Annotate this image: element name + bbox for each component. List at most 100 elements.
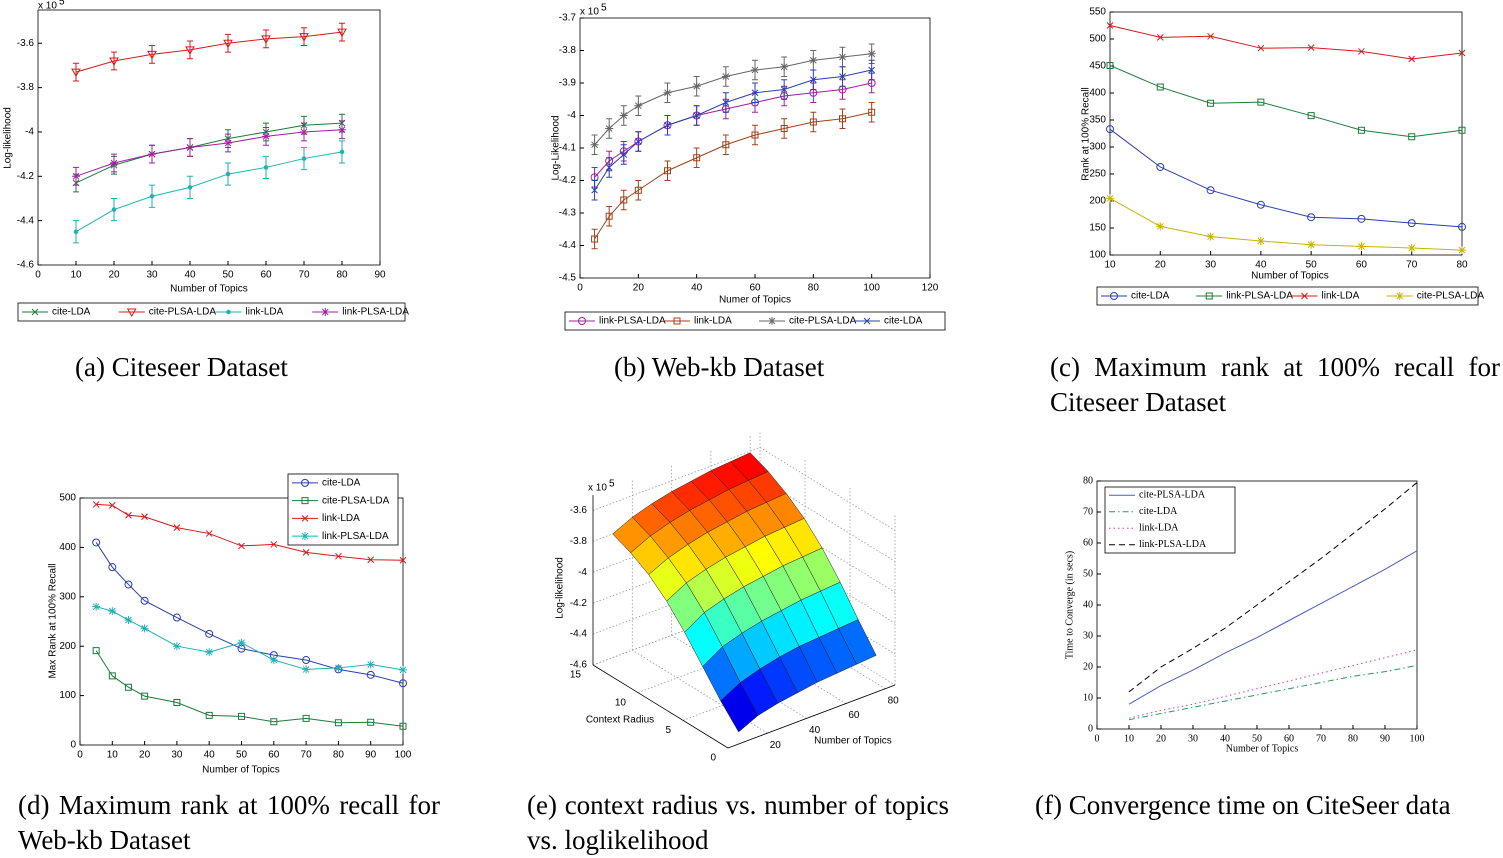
x-tick-label: 100 [1410, 733, 1425, 744]
marker [1357, 126, 1365, 134]
x-tick-label: 60 [260, 270, 272, 281]
marker [140, 596, 149, 605]
marker [1408, 133, 1416, 141]
y-tick-label: 350 [1089, 115, 1106, 126]
error-bar [839, 108, 846, 129]
y-tick-label: 30 [1083, 630, 1093, 641]
y-tick-label: -4.2 [559, 175, 577, 186]
marker [334, 719, 342, 727]
marker [1156, 34, 1164, 41]
x-tick-label: 80 [336, 270, 348, 281]
y-tick-label: 500 [59, 493, 76, 504]
legend-label: link-PLSA-LDA [1226, 291, 1293, 302]
y-tick-label: 60 [1083, 537, 1093, 548]
marker [302, 714, 310, 722]
y-axis [592, 664, 729, 749]
x-tick-label: 30 [1188, 733, 1198, 744]
legend-label: link-PLSA-LDA [342, 307, 409, 318]
error-bar [111, 51, 117, 71]
marker [108, 563, 117, 572]
error-bar [301, 27, 307, 46]
y-tick-label: -4.4 [17, 215, 35, 226]
x-axis [727, 684, 896, 749]
x-axis-title: Number of Topics [1226, 743, 1299, 754]
x-tick-label: 80 [1348, 733, 1358, 744]
marker [693, 112, 701, 119]
x-tick-label: 60 [749, 283, 761, 294]
marker [751, 89, 759, 97]
x-tick-label: 40 [204, 750, 216, 761]
marker [338, 125, 346, 134]
marker [301, 515, 309, 522]
marker [110, 159, 118, 167]
error-bar [263, 29, 269, 49]
marker [721, 72, 730, 81]
error-bar [868, 102, 875, 123]
x-tick-label: 70 [1406, 260, 1418, 271]
y-tick-label: 500 [1089, 34, 1106, 45]
legend-box [17, 302, 406, 322]
y-tick-label: 150 [1089, 223, 1106, 234]
marker [92, 602, 101, 611]
z-tick-label: -4.2 [570, 598, 588, 609]
x-tick-label: 40 [1220, 733, 1230, 744]
legend-label: link-PLSA-LDA [322, 531, 389, 542]
legend-label: link-LDA [694, 316, 732, 327]
marker [1207, 99, 1215, 107]
y-tick-label: 100 [59, 690, 76, 701]
marker [270, 541, 278, 548]
marker [1307, 44, 1315, 51]
marker [111, 207, 117, 212]
marker [149, 193, 155, 199]
legend-label: link-LDA [322, 513, 360, 524]
x-tick-label: 80 [1456, 260, 1468, 271]
error-bar [620, 189, 627, 211]
x-axis-title: Number of Topics [202, 765, 280, 776]
x-tick-label: 120 [922, 283, 939, 294]
marker [751, 66, 759, 74]
y-axis-title: Rank at 100% Recall [1081, 87, 1092, 180]
x-tick-label: 80 [808, 283, 820, 294]
marker [92, 501, 100, 508]
marker [223, 39, 233, 49]
marker [224, 139, 232, 148]
x-tick-label: 50 [236, 750, 248, 761]
z-axis-title: Log-likelihood [555, 557, 566, 619]
z-tick-label: -4 [578, 567, 587, 578]
x-tick-label: 70 [1316, 733, 1326, 744]
legend-label: cite-LDA [322, 478, 361, 489]
error-bar [752, 124, 758, 146]
marker [1156, 162, 1165, 171]
marker [809, 88, 818, 97]
marker [634, 186, 642, 194]
y-tick-label: -4.1 [559, 143, 577, 154]
plot-frame [579, 17, 931, 279]
marker [692, 82, 701, 91]
z-tick-label: -3.6 [570, 505, 588, 516]
marker [261, 35, 271, 44]
legend-label: link-LDA [246, 307, 284, 318]
axis-multiplier-exponent: 5 [609, 479, 615, 490]
x-tick-label: 0 [77, 750, 83, 761]
marker [147, 50, 157, 60]
error-bar [149, 44, 155, 64]
marker [751, 131, 759, 139]
marker [722, 141, 730, 149]
x-tick-label: 40 [1255, 260, 1267, 271]
marker [225, 171, 231, 177]
marker [301, 497, 309, 505]
marker [205, 629, 214, 638]
marker [620, 151, 628, 158]
y-tick-label: -3.7 [559, 13, 577, 24]
x-tick-label: 60 [1356, 260, 1368, 271]
error-bar [225, 33, 231, 53]
y-tick-label: 50 [1083, 568, 1093, 579]
series-line [594, 82, 872, 178]
series-line [96, 606, 404, 671]
x-tick-label: 20 [770, 740, 782, 751]
series-line [1109, 197, 1463, 251]
marker [367, 718, 375, 726]
y-tick-label: -4.2 [17, 171, 35, 182]
marker [809, 118, 817, 126]
marker [1458, 246, 1466, 255]
